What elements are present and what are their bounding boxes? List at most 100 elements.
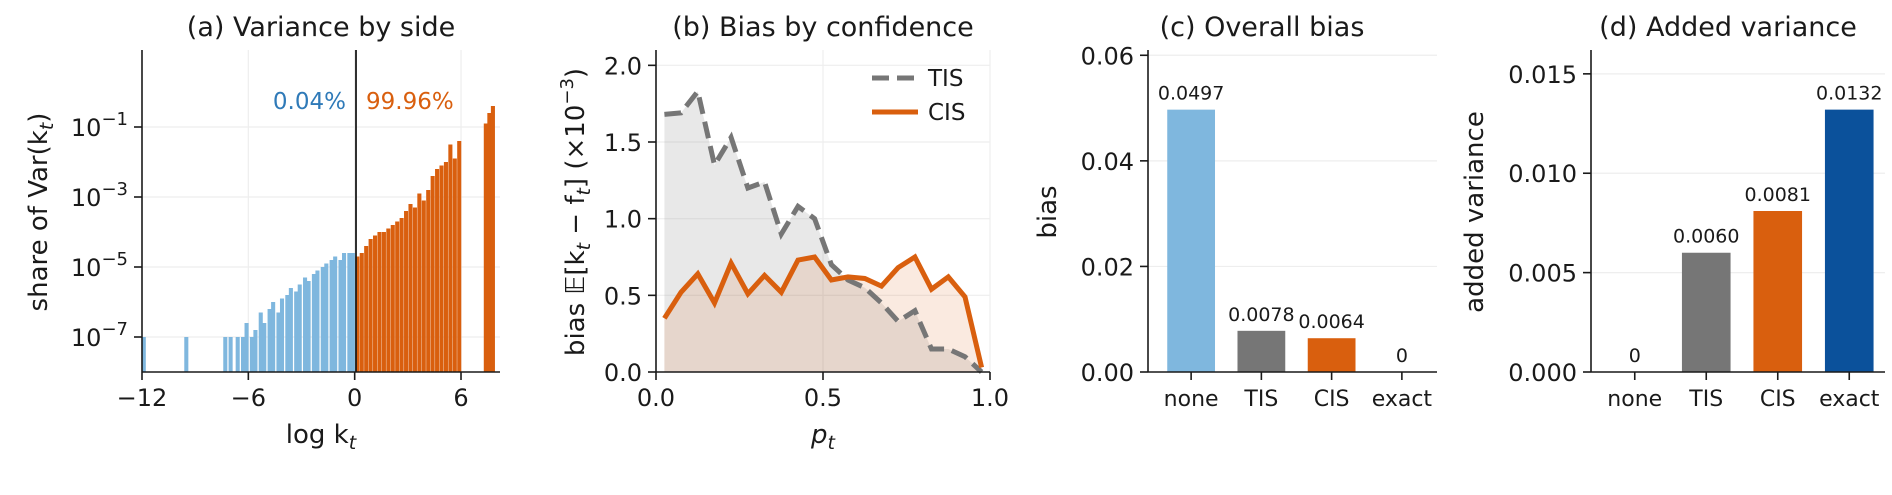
- legend-tis-label: TIS: [927, 66, 963, 92]
- panel-d-value-label: 0: [1629, 345, 1641, 367]
- panel-d-bar-exact: [1824, 109, 1874, 372]
- right-bar: [373, 235, 378, 372]
- left-bar: [262, 323, 267, 372]
- panel-a-x-tick-label: 6: [453, 384, 468, 412]
- right-bar: [412, 207, 417, 372]
- panel-a-title: (a) Variance by side: [187, 12, 455, 43]
- cis-area: [664, 257, 982, 372]
- right-bar: [426, 190, 431, 372]
- panel-c-x-tick-label: exact: [1372, 387, 1433, 412]
- left-bar: [329, 260, 334, 372]
- panel-d-y-tick-label: 0.015: [1508, 61, 1577, 89]
- right-bar: [435, 169, 440, 372]
- panel-c-value-label: 0.0064: [1298, 311, 1364, 333]
- right-bar: [457, 141, 462, 372]
- panel-c-y-tick-label: 0.06: [1081, 42, 1134, 70]
- panel-c-value-label: 0.0497: [1158, 83, 1224, 105]
- panel-a-bars: [141, 106, 495, 372]
- right-bar: [395, 221, 400, 372]
- panel-a-y-tick-label: 10−7: [71, 319, 128, 352]
- panel-c-value-label: 0: [1396, 345, 1408, 367]
- left-bar: [303, 277, 308, 372]
- right-bar: [355, 256, 360, 372]
- right-bar: [377, 232, 382, 372]
- left-bar: [320, 267, 325, 372]
- left-bar: [244, 323, 249, 372]
- panel-a-y-label: share of Var(kt): [24, 113, 58, 312]
- panel-d-x-tick-label: TIS: [1688, 387, 1723, 412]
- panel-b-x-tick-label: 0.0: [637, 384, 675, 412]
- left-bar: [306, 281, 311, 372]
- legend-cis-label: CIS: [928, 100, 965, 126]
- right-bar: [487, 113, 492, 372]
- left-bar: [338, 260, 343, 372]
- panel-c-value-label: 0.0078: [1228, 304, 1294, 326]
- right-bar: [417, 193, 422, 372]
- panel-c-y-label: bias: [1033, 185, 1063, 238]
- left-bar: [342, 253, 347, 372]
- panel-a-ticks: −12 −6 0 6 10−7 10−5 10−3 10−1: [71, 109, 469, 412]
- left-bar: [297, 284, 302, 372]
- tis-area: [664, 91, 982, 373]
- panel-c-title: (c) Overall bias: [1160, 12, 1365, 43]
- panel-c-bar-none: [1167, 109, 1216, 373]
- panel-d-title: (d) Added variance: [1599, 12, 1857, 43]
- panel-c-bar-CIS: [1307, 338, 1356, 372]
- panel-d-bar-CIS: [1753, 211, 1803, 372]
- panel-a-left-share: 0.04%: [273, 89, 346, 115]
- panel-c: 0.0497 0.0078 0.0064 0 none TIS CIS exact 0.00 0…: [1033, 12, 1437, 412]
- right-bar: [439, 165, 444, 372]
- right-bar: [359, 253, 364, 372]
- panel-d-x-tick-label: none: [1607, 387, 1662, 412]
- panel-d-x-tick-label: exact: [1819, 387, 1880, 412]
- panel-d-y-tick-label: 0.000: [1508, 359, 1577, 387]
- panel-c-bar-TIS: [1237, 330, 1286, 372]
- panel-d-value-label: 0.0132: [1816, 83, 1882, 105]
- left-bar: [311, 274, 316, 372]
- left-bar: [184, 337, 189, 372]
- panel-a-y-tick-label: 10−1: [71, 109, 128, 142]
- panel-a-y-tick-label: 10−5: [71, 249, 128, 282]
- panel-b-legend: TIS CIS: [872, 66, 965, 126]
- panel-d-value-label: 0.0081: [1745, 184, 1811, 206]
- panel-a-y-tick-label: 10−3: [71, 179, 128, 212]
- panel-b-y-label: bias 𝔼[kt − ft] (×10−3): [557, 68, 595, 356]
- panel-d-y-tick-label: 0.005: [1508, 260, 1577, 288]
- right-bar: [399, 218, 404, 372]
- left-bar: [267, 309, 272, 372]
- left-bar: [315, 270, 320, 372]
- panel-c-x-tick-label: TIS: [1243, 387, 1278, 412]
- panel-c-y-tick-label: 0.04: [1081, 148, 1134, 176]
- panel-d-bar-TIS: [1681, 252, 1731, 372]
- right-bar: [483, 123, 488, 372]
- panel-b-y-tick-label: 0.5: [604, 282, 642, 310]
- right-bar: [404, 211, 409, 372]
- left-bar: [253, 330, 258, 372]
- right-bar: [381, 232, 386, 372]
- right-bar: [364, 246, 369, 372]
- cis-line: [662, 253, 985, 368]
- panel-b: 0.0 0.5 1.0 0.0 0.5 1.0 1.5 2.0 TIS CIS (b) Bia…: [557, 12, 1009, 454]
- tis-line: [664, 85, 984, 374]
- left-bar: [285, 295, 290, 372]
- panel-d-y-tick-label: 0.010: [1508, 160, 1577, 188]
- panel-c-x-tick-label: none: [1164, 387, 1219, 412]
- panel-b-title: (b) Bias by confidence: [672, 12, 974, 43]
- panel-a-x-label: log kt: [286, 420, 358, 454]
- left-bar: [288, 288, 293, 372]
- panel-b-y-tick-label: 1.5: [604, 129, 642, 157]
- panel-d: 0 0.0060 0.0081 0.0132 none TIS CIS exact 0.000…: [1460, 12, 1885, 412]
- panel-a: −12 −6 0 6 10−7 10−5 10−3 10−1 (a) Variance by …: [24, 12, 500, 454]
- left-bar: [223, 337, 228, 372]
- panel-b-x-tick-label: 0.5: [804, 384, 842, 412]
- panel-b-x-tick-label: 1.0: [971, 384, 1009, 412]
- right-bar: [443, 162, 448, 372]
- panel-b-y-tick-label: 1.0: [604, 206, 642, 234]
- panel-b-y-tick-label: 0.0: [604, 359, 642, 387]
- right-bar: [408, 204, 413, 372]
- panel-a-right-share: 99.96%: [366, 89, 454, 115]
- right-bar: [452, 158, 457, 372]
- panel-d-bars: 0 0.0060 0.0081 0.0132: [1629, 83, 1882, 372]
- right-bar: [490, 106, 495, 372]
